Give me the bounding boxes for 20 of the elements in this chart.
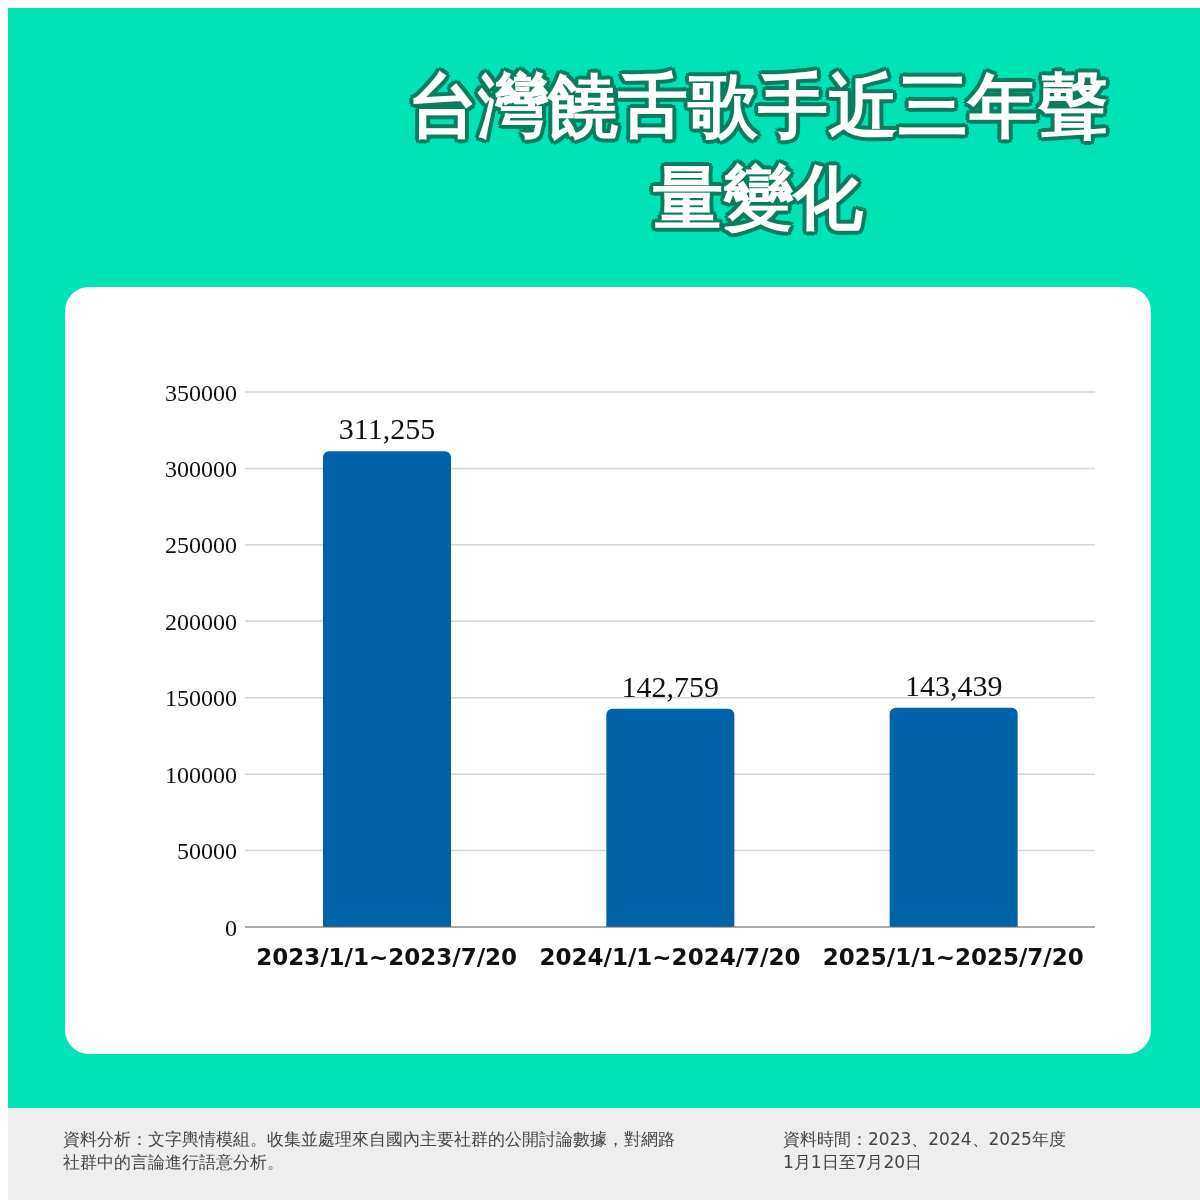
x-tick-label: 2023/1/1~2023/7/20 <box>256 944 518 971</box>
y-tick-label: 250000 <box>165 532 237 559</box>
text: 資料分析：文字輿情模組。收集並處理來自國內主要社群的公開討論數據，對網路社群中的言論進行語意分析。 <box>63 1128 676 1174</box>
x-tick-label: 2025/1/1~2025/7/20 <box>822 944 1084 971</box>
data-label: 142,759 <box>621 669 720 703</box>
y-tick-label: 150000 <box>165 685 237 712</box>
bar <box>889 707 1018 927</box>
bar <box>323 451 451 927</box>
x-tick-label: 2024/1/1~2024/7/20 <box>539 944 801 971</box>
y-tick-label: 100000 <box>165 761 237 788</box>
data-label: 143,439 <box>904 668 1003 702</box>
y-tick-label: 350000 <box>165 379 237 406</box>
data-label: 311,255 <box>338 412 436 446</box>
y-tick-label: 0 <box>225 914 237 941</box>
y-tick-label: 200000 <box>165 608 237 635</box>
y-tick-label: 300000 <box>165 455 237 482</box>
text: 資料時間：2023、2024、2025年度1月1日至7月20日 <box>783 1128 1067 1174</box>
bar <box>606 708 735 927</box>
y-tick-label: 50000 <box>177 838 237 865</box>
chart-title: 台灣饒舌歌手近三年聲量變化 <box>408 64 1108 241</box>
